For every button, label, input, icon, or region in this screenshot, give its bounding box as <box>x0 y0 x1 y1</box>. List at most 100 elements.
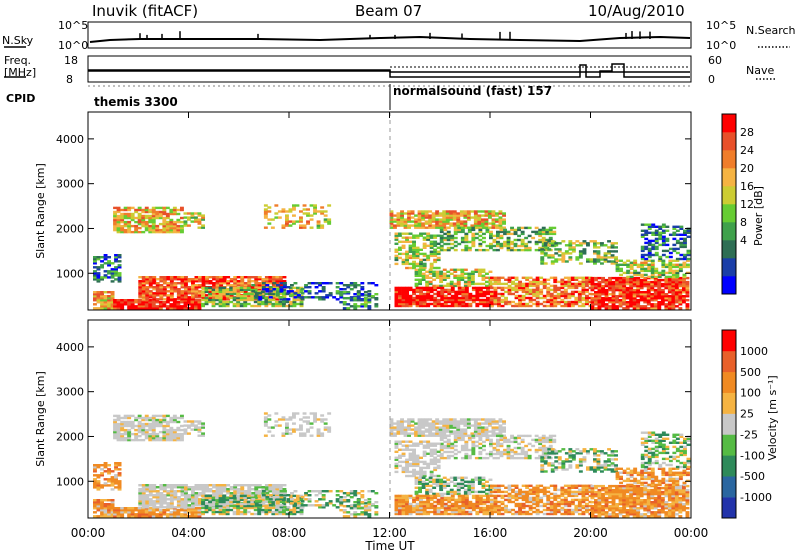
power-cell <box>443 290 448 294</box>
velocity-cell <box>117 486 122 489</box>
power-cell <box>155 226 160 230</box>
power-cell <box>629 291 634 294</box>
velocity-cell <box>410 428 415 431</box>
power-cell <box>123 212 128 216</box>
power-cell <box>492 244 497 248</box>
power-cell <box>408 240 413 243</box>
power-cell <box>543 244 548 247</box>
velocity-cell <box>172 438 177 442</box>
power-cell <box>467 282 472 286</box>
velocity-cell <box>281 434 286 437</box>
power-cell <box>460 268 465 271</box>
power-cell <box>653 293 658 296</box>
power-cell <box>401 304 406 308</box>
power-cell <box>141 210 146 214</box>
velocity-cell <box>321 498 326 501</box>
power-cell <box>608 278 612 282</box>
power-cell <box>346 297 351 300</box>
power-cell <box>363 301 368 304</box>
velocity-cell <box>243 504 248 508</box>
velocity-cell <box>251 498 256 501</box>
power-cell <box>271 292 276 296</box>
power-cell <box>570 276 575 279</box>
velocity-cell <box>166 502 171 505</box>
power-cell <box>608 297 612 300</box>
velocity-cell <box>93 507 97 510</box>
power-cell <box>212 294 216 297</box>
power-cell <box>541 238 546 242</box>
power-cell <box>274 300 279 304</box>
power-cell <box>671 278 676 282</box>
power-cell <box>674 282 679 286</box>
power-cell <box>198 280 202 283</box>
power-cell <box>162 224 167 228</box>
velocity-cell <box>166 490 171 493</box>
freq-tick-bottom: 8 <box>66 73 73 86</box>
velocity-cell <box>173 498 178 501</box>
velocity-cell <box>296 506 300 510</box>
power-cell <box>184 288 188 291</box>
power-cell <box>658 255 663 259</box>
power-cell <box>282 304 286 308</box>
velocity-cell <box>299 508 304 512</box>
power-cell <box>123 206 128 210</box>
power-cell <box>568 240 573 243</box>
power-cell <box>325 296 330 299</box>
power-cell <box>159 290 164 293</box>
velocity-cell <box>130 420 135 424</box>
velocity-cell <box>152 486 157 489</box>
velocity-cell <box>393 428 397 431</box>
velocity-cell <box>267 418 272 421</box>
velocity-cell <box>127 507 132 510</box>
power-cell <box>622 278 627 282</box>
velocity-cell <box>134 438 139 442</box>
velocity-cell <box>288 416 293 419</box>
cpid-panel <box>88 84 691 110</box>
power-cell <box>488 212 492 215</box>
power-cell <box>541 230 546 234</box>
velocity-cell <box>445 426 450 429</box>
power-cell <box>123 222 128 226</box>
power-cell <box>557 242 562 245</box>
velocity-cell <box>311 490 315 493</box>
velocity-cell <box>275 502 280 505</box>
velocity-cell <box>313 416 317 419</box>
power-cell <box>353 286 358 289</box>
velocity-cell <box>96 486 101 489</box>
velocity-cell <box>110 482 115 485</box>
velocity-cell <box>197 428 202 431</box>
power-cell <box>608 282 612 286</box>
power-cell <box>243 294 248 298</box>
power-cell <box>567 282 572 286</box>
power-cell <box>236 296 241 300</box>
power-cell <box>247 280 252 283</box>
velocity-cell <box>103 505 108 508</box>
power-cell <box>263 226 268 229</box>
power-cell <box>686 251 691 255</box>
power-cell <box>553 290 558 294</box>
velocity-cell <box>141 494 146 497</box>
power-cell <box>137 222 142 226</box>
power-cell <box>187 298 192 301</box>
power-cell <box>184 292 188 295</box>
power-cell <box>410 210 415 213</box>
power-cell <box>93 260 97 263</box>
power-cell <box>588 276 593 279</box>
velocity-cell <box>367 509 372 512</box>
power-cell <box>478 248 483 252</box>
velocity-cell <box>169 504 174 507</box>
power-cell <box>464 234 469 238</box>
power-cell <box>453 228 458 232</box>
velocity-cell <box>396 426 401 429</box>
power-cell <box>403 224 408 227</box>
power-cell <box>653 297 658 300</box>
velocity-cell <box>180 484 185 487</box>
power-cell <box>481 270 486 273</box>
velocity-cell <box>96 476 101 479</box>
power-cell <box>120 307 125 310</box>
power-cell <box>590 293 595 296</box>
power-cell <box>643 263 648 266</box>
power-cell <box>682 291 686 294</box>
power-cell <box>661 235 666 238</box>
power-cell <box>151 230 156 234</box>
